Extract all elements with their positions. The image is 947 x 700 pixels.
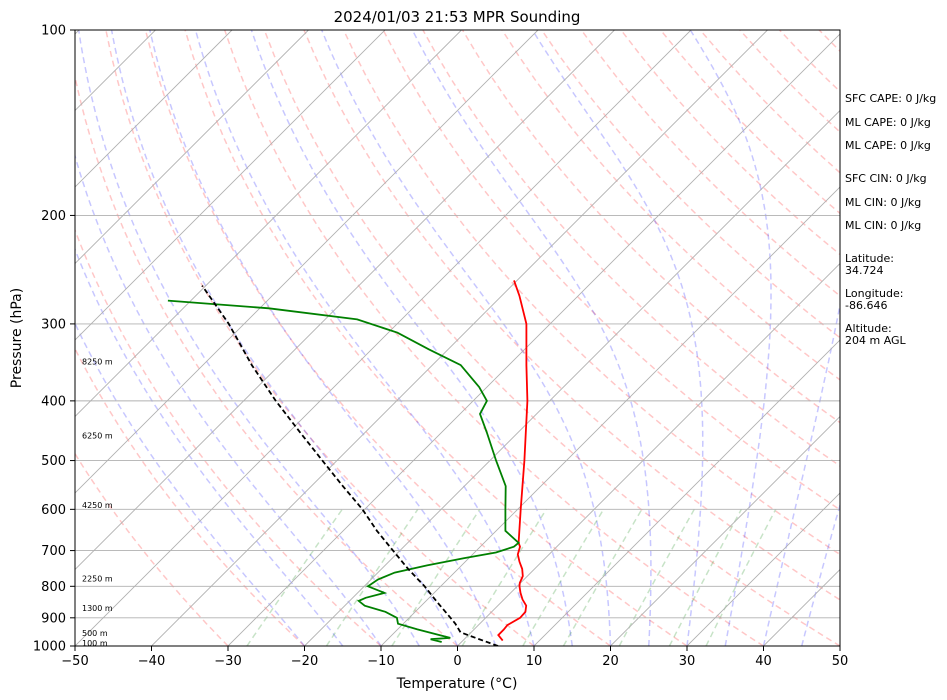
y-tick-label: 900 bbox=[41, 611, 66, 626]
temperature-line bbox=[497, 280, 529, 642]
moist-adiabat-line bbox=[149, 30, 497, 646]
dry-adiabat-line bbox=[105, 30, 535, 646]
height-label: 1300 m bbox=[82, 604, 113, 613]
x-tick-label: 30 bbox=[679, 654, 696, 669]
altitude-value: 204 m AGL bbox=[845, 334, 907, 347]
y-tick-label: 400 bbox=[41, 394, 66, 409]
height-label: 2250 m bbox=[82, 574, 113, 583]
series-lines bbox=[167, 280, 529, 646]
height-label: 500 m bbox=[82, 629, 108, 638]
isotherm-line bbox=[457, 262, 840, 646]
moist-adiabat-line bbox=[250, 30, 574, 646]
mixing-ratio-line bbox=[522, 508, 605, 646]
dry-adiabat-line bbox=[580, 30, 840, 297]
isotherm-line bbox=[75, 30, 539, 494]
sfc-cape-text: SFC CAPE: 0 J/kg bbox=[845, 92, 936, 105]
chart-title: 2024/01/03 21:53 MPR Sounding bbox=[334, 8, 581, 26]
x-tick-label: −30 bbox=[214, 654, 241, 669]
moist-adiabat-line bbox=[110, 30, 459, 646]
ml-cin-text-2: ML CIN: 0 J/kg bbox=[845, 219, 921, 232]
isotherm-line bbox=[75, 30, 386, 341]
mixing-ratio-line bbox=[705, 508, 777, 646]
y-axis-label: Pressure (hPa) bbox=[9, 288, 25, 388]
moist-adiabat-line bbox=[531, 30, 704, 646]
moist-adiabat-line bbox=[75, 247, 344, 646]
sfc-cin-text: SFC CIN: 0 J/kg bbox=[845, 172, 927, 185]
isotherm-line bbox=[75, 30, 692, 646]
isotherm-line bbox=[151, 30, 768, 646]
isotherm-line bbox=[304, 109, 840, 646]
y-tick-label: 600 bbox=[41, 503, 66, 518]
dry-adiabat-line bbox=[75, 228, 382, 646]
x-tick-label: 10 bbox=[526, 654, 543, 669]
mixing-ratio-line bbox=[668, 508, 742, 646]
x-axis-label: Temperature (°C) bbox=[396, 676, 518, 692]
moist-adiabat-line bbox=[762, 301, 840, 646]
isotherm-line bbox=[380, 186, 840, 646]
dry-adiabat-line bbox=[263, 30, 840, 646]
isotherm-line bbox=[75, 30, 309, 265]
latitude-value: 34.724 bbox=[845, 264, 884, 277]
x-tick-label: 20 bbox=[602, 654, 619, 669]
longitude-label: Longitude: bbox=[845, 287, 903, 300]
dry-adiabat-line bbox=[75, 347, 306, 646]
x-tick-label: −10 bbox=[367, 654, 394, 669]
x-tick-label: −40 bbox=[138, 654, 165, 669]
x-tick-label: 50 bbox=[832, 654, 849, 669]
indices-panel: SFC CAPE: 0 J/kg ML CAPE: 0 J/kg ML CAPE… bbox=[845, 92, 936, 232]
isotherm-line bbox=[686, 492, 840, 646]
gridlines bbox=[75, 30, 840, 646]
x-tick-label: 40 bbox=[755, 654, 772, 669]
isotherm-line bbox=[75, 30, 462, 418]
altitude-label: Altitude: bbox=[845, 322, 892, 335]
y-tick-label: 700 bbox=[41, 544, 66, 559]
isotherm-line bbox=[227, 33, 840, 646]
height-label: 6250 m bbox=[82, 431, 113, 440]
isotherm-line bbox=[610, 415, 840, 646]
dewpoint-line bbox=[167, 299, 520, 643]
dry-adiabat-line bbox=[342, 30, 840, 556]
parcel-line bbox=[201, 285, 499, 646]
dry-adiabat-line bbox=[144, 30, 611, 646]
mixing-ratio-line bbox=[562, 508, 643, 646]
latitude-label: Latitude: bbox=[845, 252, 894, 265]
moist-adiabat-line bbox=[321, 30, 612, 646]
axis-ticks: −50 −40 −30 −20 −10 0 10 20 30 40 50 1000 900 800 700 6… bbox=[33, 24, 848, 670]
y-tick-label: 200 bbox=[41, 209, 66, 224]
moist-adiabat-line bbox=[689, 30, 772, 646]
y-tick-label: 500 bbox=[41, 454, 66, 469]
dry-adiabat-line bbox=[75, 73, 458, 646]
ml-cin-text: ML CIN: 0 J/kg bbox=[845, 196, 921, 209]
dry-adiabat-line bbox=[382, 30, 840, 511]
isotherm-line bbox=[75, 30, 233, 188]
location-panel: Latitude: 34.724 Longitude: -86.646 Alti… bbox=[845, 252, 907, 347]
dry-adiabat-line bbox=[184, 30, 688, 646]
dry-adiabat-line bbox=[303, 30, 840, 601]
mixing-ratio-line bbox=[461, 508, 547, 646]
x-tick-label: −20 bbox=[291, 654, 318, 669]
y-tick-label: 1000 bbox=[33, 640, 66, 655]
dry-adiabat-line bbox=[422, 30, 840, 467]
y-tick-label: 800 bbox=[41, 580, 66, 595]
ml-cape-text: ML CAPE: 0 J/kg bbox=[845, 116, 931, 129]
moist-adiabat-line bbox=[75, 153, 382, 646]
y-tick-label: 300 bbox=[41, 317, 66, 332]
ml-cape-text-2: ML CAPE: 0 J/kg bbox=[845, 139, 931, 152]
isotherm-line bbox=[75, 30, 615, 571]
moist-adiabat-line bbox=[411, 30, 652, 646]
height-label: 100 m bbox=[82, 639, 108, 648]
y-tick-label: 100 bbox=[41, 24, 66, 39]
height-label: 8250 m bbox=[82, 357, 113, 366]
moist-adiabat-line bbox=[77, 30, 420, 646]
isotherm-line bbox=[533, 339, 840, 646]
longitude-value: -86.646 bbox=[845, 299, 887, 312]
height-label: 4250 m bbox=[82, 501, 113, 510]
moist-adiabat-line bbox=[801, 502, 840, 646]
x-tick-label: 0 bbox=[453, 654, 461, 669]
x-tick-label: −50 bbox=[61, 654, 88, 669]
